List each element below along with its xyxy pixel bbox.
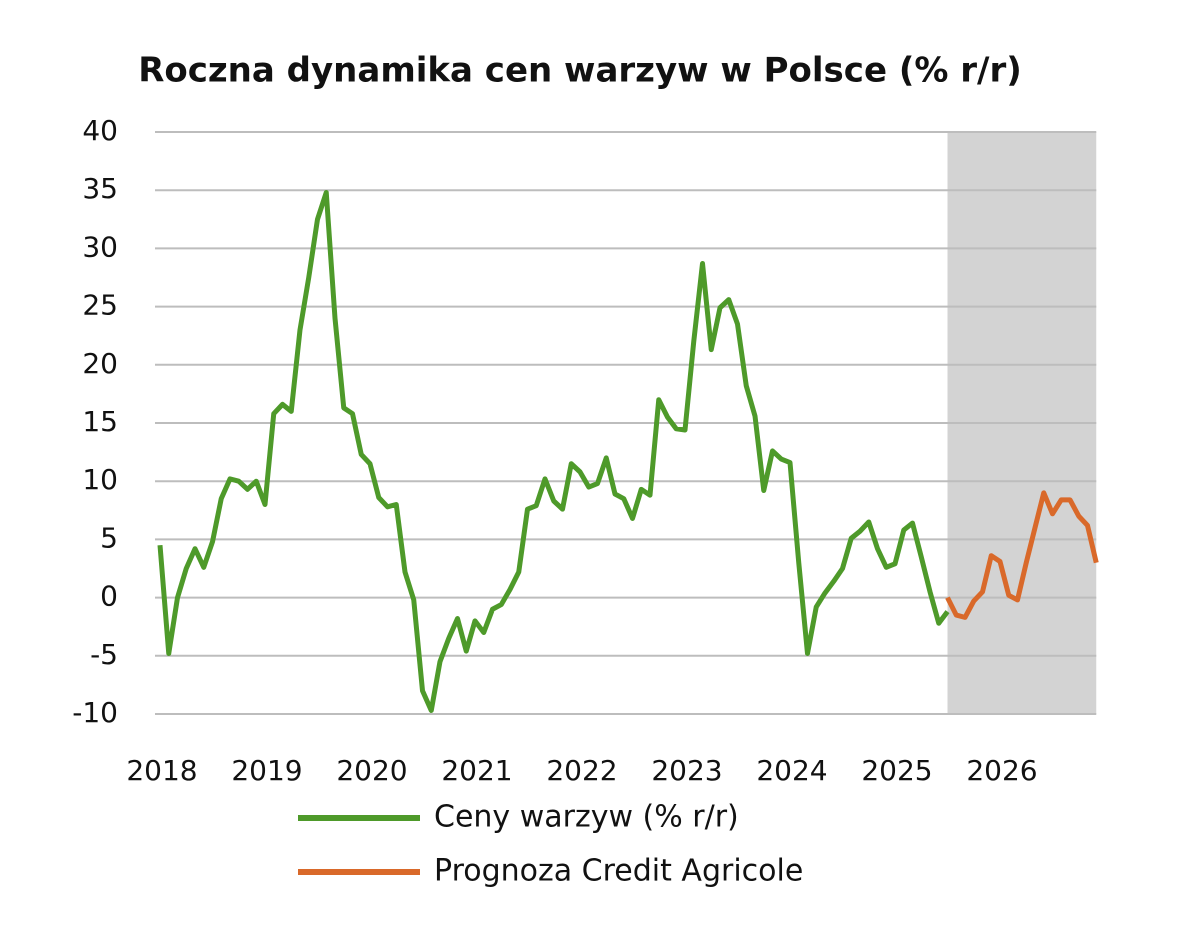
x-tick-label: 2023	[651, 754, 722, 787]
series-line	[157, 190, 950, 714]
y-tick-label: -10	[72, 696, 118, 729]
y-tick-label: 35	[82, 172, 118, 205]
x-tick-label: 2019	[231, 754, 302, 787]
x-tick-label: 2024	[756, 754, 827, 787]
y-tick-label: 30	[82, 230, 118, 263]
series-line	[945, 490, 1099, 620]
x-tick-label: 2025	[861, 754, 932, 787]
y-tick-label: 40	[82, 114, 118, 147]
x-tick-label: 2020	[336, 754, 407, 787]
y-tick-label: 5	[100, 521, 118, 554]
x-tick-label: 2018	[126, 754, 197, 787]
x-tick-label: 2026	[966, 754, 1037, 787]
y-tick-label: 10	[82, 463, 118, 496]
legend-label: Ceny warzyw (% r/r)	[434, 800, 739, 835]
y-tick-label: 0	[100, 580, 118, 613]
y-tick-label: 15	[82, 405, 118, 438]
y-tick-label: 25	[82, 289, 118, 322]
legend-label: Prognoza Credit Agricole	[434, 854, 803, 889]
x-tick-label: 2022	[546, 754, 617, 787]
x-tick-label: 2021	[441, 754, 512, 787]
y-tick-label: 20	[82, 347, 118, 380]
chart-title: Roczna dynamika cen warzyw w Polsce (% r…	[138, 51, 1022, 91]
y-tick-label: -5	[90, 638, 118, 671]
